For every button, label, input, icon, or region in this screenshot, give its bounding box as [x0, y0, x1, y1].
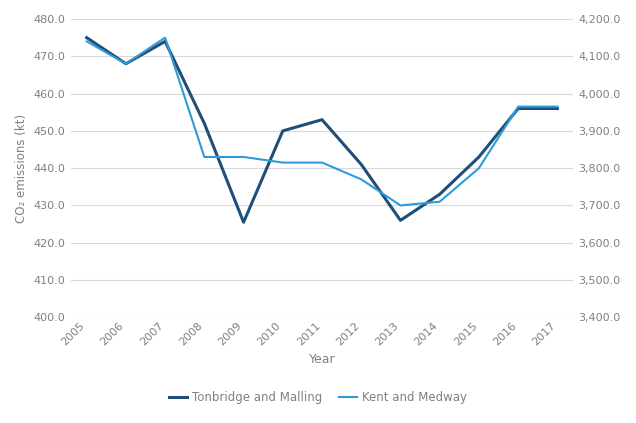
Kent and Medway: [240, 154, 247, 159]
Kent and Medway: [357, 177, 365, 182]
Kent and Medway: [279, 160, 287, 165]
Tonbridge and Malling: [200, 121, 208, 126]
Line: Tonbridge and Malling: Tonbridge and Malling: [86, 38, 557, 222]
X-axis label: Year: Year: [308, 353, 335, 366]
Tonbridge and Malling: [515, 106, 522, 111]
Tonbridge and Malling: [318, 117, 326, 122]
Kent and Medway: [122, 61, 130, 66]
Y-axis label: CO₂ emissions (kt): CO₂ emissions (kt): [15, 114, 28, 223]
Tonbridge and Malling: [122, 61, 130, 66]
Tonbridge and Malling: [240, 220, 247, 225]
Tonbridge and Malling: [279, 128, 287, 133]
Tonbridge and Malling: [357, 162, 365, 167]
Tonbridge and Malling: [162, 39, 169, 44]
Kent and Medway: [83, 39, 90, 44]
Tonbridge and Malling: [475, 154, 483, 159]
Tonbridge and Malling: [397, 218, 404, 223]
Tonbridge and Malling: [436, 192, 443, 197]
Kent and Medway: [200, 154, 208, 159]
Line: Kent and Medway: Kent and Medway: [86, 38, 557, 206]
Kent and Medway: [318, 160, 326, 165]
Legend: Tonbridge and Malling, Kent and Medway: Tonbridge and Malling, Kent and Medway: [164, 386, 472, 409]
Kent and Medway: [397, 203, 404, 208]
Tonbridge and Malling: [83, 35, 90, 40]
Tonbridge and Malling: [553, 106, 561, 111]
Kent and Medway: [553, 104, 561, 109]
Kent and Medway: [475, 166, 483, 171]
Kent and Medway: [515, 104, 522, 109]
Kent and Medway: [162, 35, 169, 40]
Kent and Medway: [436, 199, 443, 204]
